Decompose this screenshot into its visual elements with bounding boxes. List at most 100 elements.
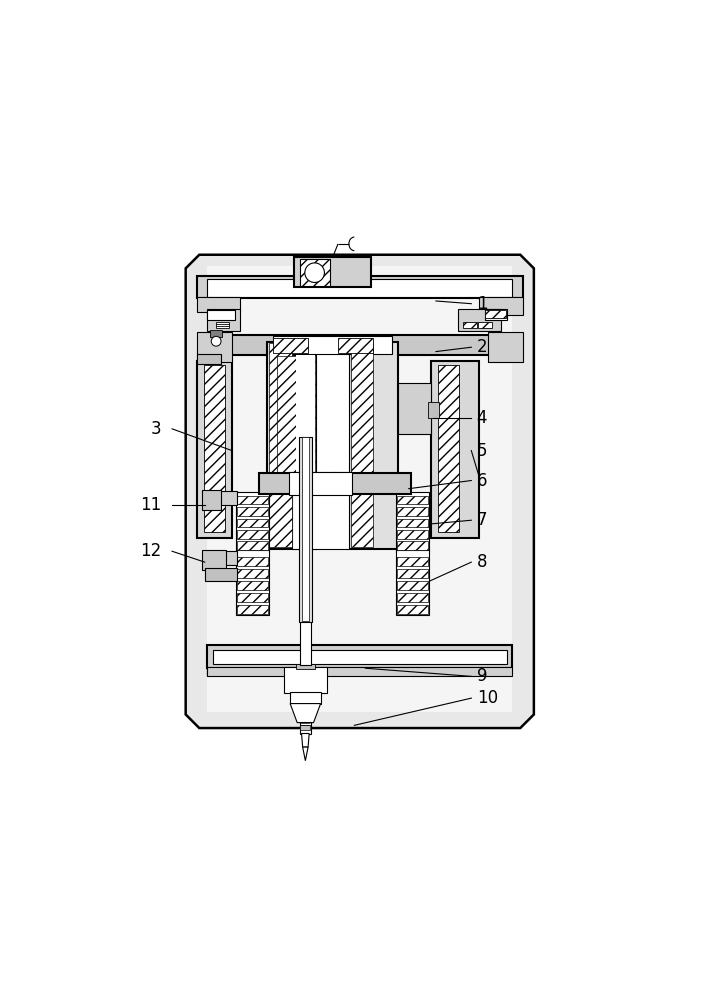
Bar xyxy=(488,332,523,362)
Bar xyxy=(338,338,373,353)
Polygon shape xyxy=(185,255,534,728)
Polygon shape xyxy=(501,668,512,676)
Bar xyxy=(197,354,221,364)
Bar xyxy=(284,667,327,693)
Bar xyxy=(299,437,312,622)
Bar xyxy=(397,557,428,566)
Bar xyxy=(213,650,507,664)
Bar xyxy=(397,581,428,590)
Bar xyxy=(237,541,268,550)
Bar xyxy=(302,437,309,621)
Bar xyxy=(273,336,392,354)
Bar xyxy=(397,519,428,527)
Bar xyxy=(300,725,310,730)
Bar xyxy=(277,356,296,482)
Text: 8: 8 xyxy=(477,553,487,571)
Bar xyxy=(336,473,411,494)
Bar xyxy=(237,519,268,527)
Bar xyxy=(197,297,240,312)
Text: 7: 7 xyxy=(477,511,487,529)
Bar xyxy=(202,550,227,570)
Bar xyxy=(197,361,232,538)
Text: 6: 6 xyxy=(477,472,487,490)
Bar xyxy=(205,491,237,505)
Bar xyxy=(397,530,428,539)
Bar xyxy=(275,355,316,483)
Text: 12: 12 xyxy=(140,542,161,560)
Bar xyxy=(300,622,311,665)
Bar xyxy=(289,472,352,495)
Text: 3: 3 xyxy=(150,420,161,438)
Circle shape xyxy=(211,336,221,346)
Polygon shape xyxy=(303,747,308,761)
Bar xyxy=(478,322,492,328)
Bar xyxy=(292,339,349,549)
Bar xyxy=(290,692,321,704)
Bar xyxy=(202,490,221,510)
Polygon shape xyxy=(290,704,321,723)
Bar xyxy=(297,356,315,482)
Bar xyxy=(237,605,268,614)
Text: 1: 1 xyxy=(477,295,487,313)
Text: 11: 11 xyxy=(140,496,161,514)
Bar xyxy=(437,365,459,532)
Bar xyxy=(458,309,501,331)
Bar xyxy=(350,343,373,547)
Bar xyxy=(213,335,507,355)
Bar xyxy=(396,492,430,551)
Bar xyxy=(267,342,317,549)
Polygon shape xyxy=(208,668,218,676)
Bar xyxy=(398,383,430,434)
Bar xyxy=(397,541,428,550)
Bar xyxy=(237,581,268,590)
Bar xyxy=(296,664,314,669)
Bar xyxy=(349,342,398,549)
Bar xyxy=(237,496,268,504)
Bar xyxy=(485,310,505,318)
Bar xyxy=(237,593,268,602)
Bar xyxy=(269,343,292,547)
Bar xyxy=(485,309,507,320)
Bar xyxy=(208,279,512,297)
Bar xyxy=(204,365,225,532)
Bar xyxy=(208,266,512,712)
Bar xyxy=(208,310,234,320)
Bar xyxy=(216,322,230,328)
Text: 9: 9 xyxy=(477,667,487,685)
Bar xyxy=(208,667,512,676)
Bar xyxy=(210,330,222,337)
Bar xyxy=(236,492,270,551)
Bar xyxy=(208,645,512,668)
Text: 2: 2 xyxy=(477,338,487,356)
Bar xyxy=(205,568,237,581)
Bar xyxy=(197,276,523,298)
Bar xyxy=(300,722,311,734)
Text: 10: 10 xyxy=(477,689,498,707)
Bar xyxy=(205,551,237,565)
Bar xyxy=(397,507,428,516)
Bar xyxy=(430,361,479,538)
Circle shape xyxy=(305,263,324,282)
Bar xyxy=(237,530,268,539)
Bar xyxy=(237,569,268,578)
Bar xyxy=(396,550,430,615)
Bar xyxy=(397,593,428,602)
Bar xyxy=(397,569,428,578)
Bar xyxy=(295,257,371,287)
Bar xyxy=(259,473,336,494)
Bar xyxy=(273,338,308,353)
Bar xyxy=(397,496,428,504)
Text: 4: 4 xyxy=(477,409,487,427)
Bar xyxy=(296,355,315,483)
Bar xyxy=(479,297,523,315)
Bar xyxy=(236,550,270,615)
Bar xyxy=(463,322,477,328)
Polygon shape xyxy=(302,734,309,747)
Bar xyxy=(237,507,268,516)
Bar xyxy=(428,402,439,418)
Bar xyxy=(208,309,240,331)
Bar xyxy=(397,605,428,614)
Bar xyxy=(197,332,232,362)
Bar xyxy=(237,557,268,566)
Bar xyxy=(300,259,330,286)
